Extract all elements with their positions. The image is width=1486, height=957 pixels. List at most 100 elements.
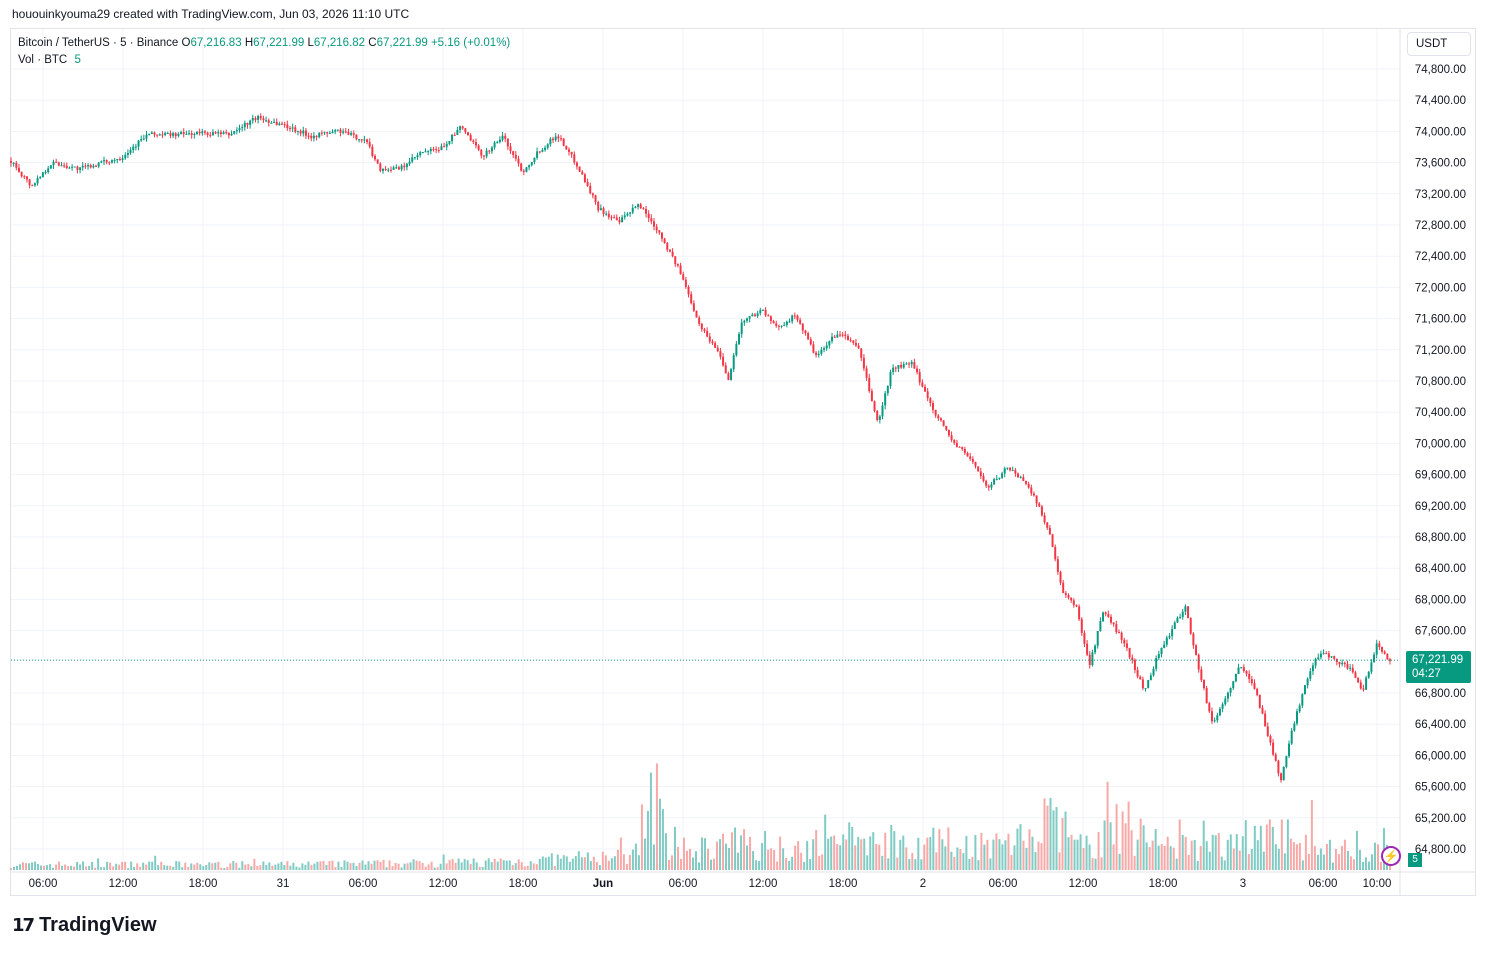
candle-body — [1383, 651, 1386, 654]
candle-body — [557, 136, 560, 139]
volume-label[interactable]: Vol — [18, 54, 34, 66]
candle-body — [634, 206, 637, 208]
volume-bar — [196, 862, 199, 870]
interval-label[interactable]: 5 — [120, 37, 127, 49]
candle-body — [89, 164, 92, 168]
candle-body — [703, 329, 706, 331]
candle-body — [772, 321, 775, 324]
candle-body — [1234, 673, 1237, 682]
volume-bar — [397, 863, 400, 870]
volume-bar — [592, 856, 595, 870]
volume-bar — [1118, 853, 1121, 870]
volume-bar — [719, 839, 722, 870]
candle-body — [549, 138, 552, 145]
candle-body — [307, 135, 310, 137]
volume-bar — [746, 845, 749, 870]
volume-bar — [1325, 843, 1328, 870]
candle-body — [1248, 673, 1251, 680]
y-tick-label: 66,800.00 — [1415, 688, 1466, 700]
volume-bar — [1049, 797, 1052, 870]
candle-body — [472, 140, 475, 142]
volume-bar — [776, 861, 779, 870]
volume-bar — [205, 865, 208, 870]
candle-body — [1001, 473, 1004, 478]
candle-body — [1333, 656, 1336, 659]
candle-body — [857, 345, 860, 349]
candle-body — [137, 140, 140, 147]
candle-body — [482, 155, 485, 157]
volume-bar — [379, 861, 382, 870]
volume-bar — [271, 865, 274, 870]
volume-bar — [334, 867, 337, 870]
volume-bar — [788, 860, 791, 870]
volume-bar — [484, 860, 487, 870]
candle-body — [602, 208, 605, 215]
candle-body — [84, 165, 87, 167]
volume-bar — [920, 859, 923, 870]
candle-body — [679, 265, 682, 275]
candle-body — [748, 316, 751, 319]
volume-bar — [743, 829, 746, 870]
volume-bar — [670, 855, 673, 870]
candle-body — [1367, 671, 1370, 678]
candle-body — [815, 352, 818, 355]
candle-body — [1314, 659, 1317, 666]
candle-body — [567, 149, 570, 152]
candle-body — [1306, 678, 1309, 686]
volume-bar — [761, 843, 764, 870]
candle-body — [578, 166, 581, 172]
volume-bar — [292, 862, 295, 870]
candle-body — [788, 321, 791, 323]
candle-body — [873, 401, 876, 411]
tradingview-brand[interactable]: 17 TradingView — [12, 914, 157, 937]
volume-bar — [517, 859, 520, 870]
volume-bar — [286, 861, 289, 870]
volume-bar — [869, 836, 872, 870]
volume-bar — [989, 858, 992, 870]
candle-body — [878, 416, 881, 420]
symbol-name[interactable]: Bitcoin / TetherUS — [18, 37, 110, 49]
volume-bar — [728, 847, 731, 870]
candle-body — [562, 138, 565, 146]
volume-bar — [10, 868, 12, 870]
candle-body — [1242, 667, 1245, 672]
volume-bar — [622, 854, 625, 870]
candle-body — [381, 169, 384, 171]
chart-frame[interactable] — [10, 28, 1476, 896]
volume-bar — [896, 857, 899, 870]
lightning-icon[interactable]: ⚡ — [1381, 846, 1401, 866]
candle-body — [1389, 659, 1391, 661]
volume-bar — [929, 836, 932, 870]
candle-body — [780, 325, 783, 327]
candle-body — [366, 139, 369, 143]
high-value: 67,221.99 — [253, 37, 305, 49]
candle-body — [1168, 636, 1171, 638]
volume-bar — [190, 863, 193, 870]
volume-bar — [586, 852, 589, 870]
currency-button[interactable]: USDT — [1407, 32, 1471, 56]
volume-bar — [523, 866, 526, 870]
candle-body — [1378, 643, 1381, 648]
candle-body — [1067, 595, 1070, 598]
volume-bar — [902, 835, 905, 870]
candle-body — [1125, 643, 1128, 648]
candle-body — [761, 309, 764, 311]
candle-body — [421, 151, 424, 153]
candle-body — [459, 126, 462, 130]
volume-bar — [13, 866, 16, 870]
candle-body — [206, 132, 209, 135]
volume-bar — [109, 862, 112, 870]
candle-body — [514, 154, 517, 159]
y-tick-label: 65,600.00 — [1415, 782, 1466, 794]
volume-bar — [541, 856, 544, 870]
volume-bar — [1055, 807, 1058, 870]
volume-bar — [172, 866, 175, 870]
volume-bar — [682, 837, 685, 870]
volume-bar — [85, 866, 88, 870]
candle-body — [1128, 647, 1131, 658]
candle-body — [331, 131, 334, 133]
y-tick-label: 68,800.00 — [1415, 532, 1466, 544]
volume-bar — [1271, 826, 1274, 870]
volume-bar — [1052, 810, 1055, 870]
